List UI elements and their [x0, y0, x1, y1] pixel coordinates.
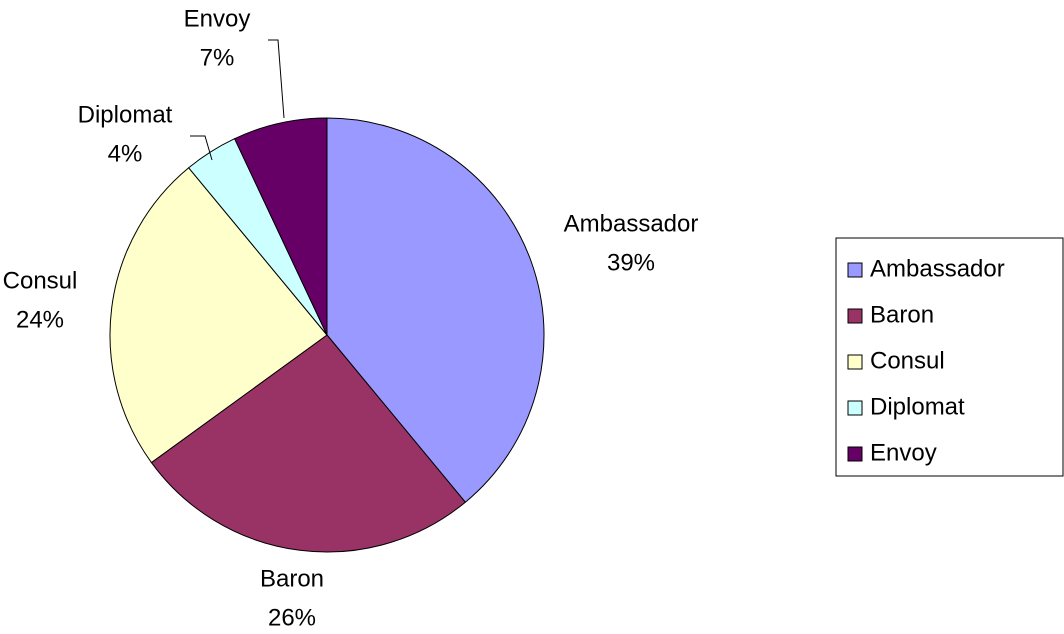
legend-swatch	[847, 400, 863, 416]
legend-label: Baron	[870, 301, 934, 328]
legend-box	[835, 237, 1064, 477]
pie-slice	[150, 334, 467, 553]
leader-line	[190, 135, 213, 161]
data-label-name: Ambassador	[564, 210, 699, 237]
data-label-value: 26%	[268, 604, 316, 631]
data-label-value: 7%	[200, 44, 235, 71]
data-label-name: Consul	[3, 267, 78, 294]
leader-line	[268, 39, 285, 119]
data-label-name: Envoy	[184, 5, 251, 32]
legend-swatch	[847, 262, 863, 278]
data-label-value: 4%	[108, 140, 143, 167]
legend: Ambassador Baron Consul Diplomat Envoy	[835, 237, 1064, 477]
legend-label: Consul	[870, 347, 945, 374]
legend-label: Ambassador	[870, 255, 1005, 282]
legend-label: Diplomat	[870, 393, 965, 420]
data-label-value: 24%	[16, 306, 64, 333]
legend-swatch	[847, 308, 863, 324]
legend-label: Envoy	[870, 439, 937, 466]
pie	[109, 117, 545, 553]
pie-slice	[326, 117, 545, 503]
data-label-value: 39%	[607, 249, 655, 276]
data-label-name: Diplomat	[78, 101, 173, 128]
data-label-name: Baron	[260, 565, 324, 592]
legend-swatch	[847, 446, 863, 462]
pie-slice	[109, 167, 328, 464]
legend-swatch	[847, 354, 863, 370]
data-labels: Ambassador 39% Baron 26% Consul 24% Diplomat 4%…	[3, 5, 699, 631]
pie-slice	[233, 117, 328, 336]
